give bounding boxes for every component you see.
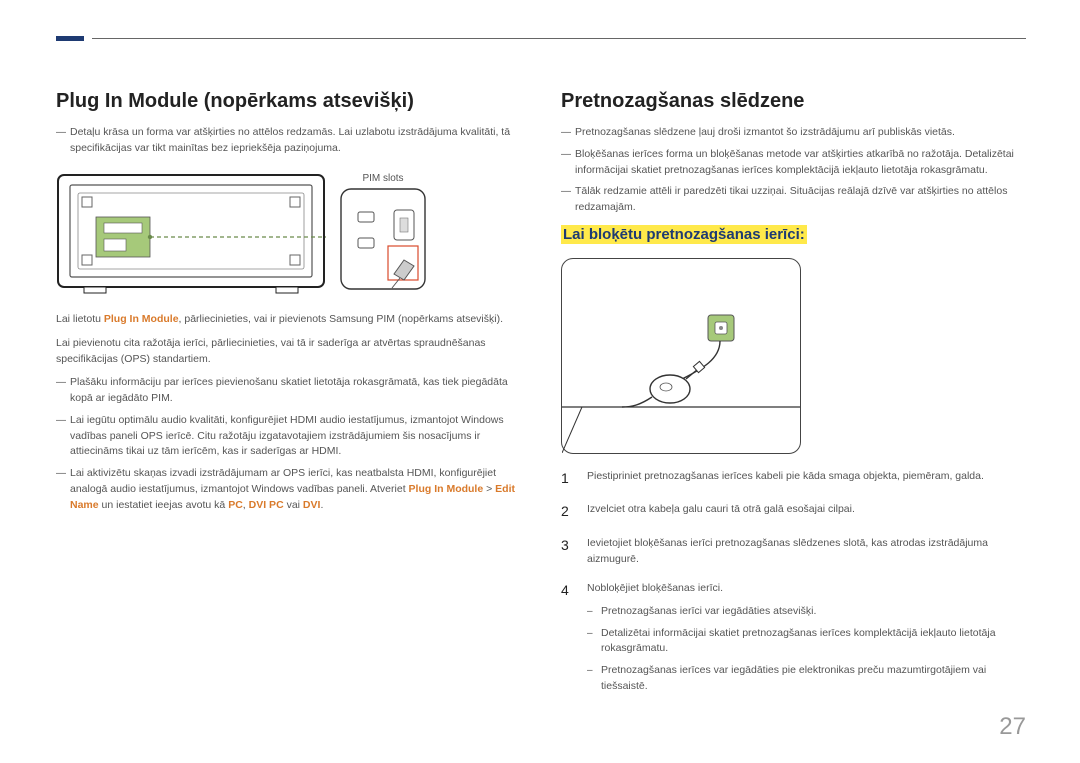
tv-back-illustration bbox=[56, 167, 326, 297]
t-orange: Plug In Module bbox=[409, 483, 484, 495]
step-1: 1 Piestipriniet pretnozagšanas ierīces ka… bbox=[561, 468, 1026, 490]
t-orange: DVI PC bbox=[249, 499, 284, 511]
t: un iestatiet ieejas avotu kā bbox=[99, 499, 229, 511]
lock-illustration bbox=[562, 259, 800, 453]
step-text: Piestipriniet pretnozagšanas ierīces kab… bbox=[587, 468, 984, 484]
step-num: 3 bbox=[561, 535, 575, 557]
step-text: Nobloķējiet bloķēšanas ierīci. bbox=[587, 582, 723, 594]
sub-1: Pretnozagšanas ierīci var iegādāties ats… bbox=[587, 604, 1026, 620]
left-column: Plug In Module (nopērkams atsevišķi) Det… bbox=[56, 90, 521, 713]
pim-slot-label: PIM slots bbox=[340, 173, 426, 184]
left-bullet-2: Lai iegūtu optimālu audio kvalitāti, kon… bbox=[56, 413, 521, 460]
horizontal-rule bbox=[92, 38, 1026, 39]
left-heading: Plug In Module (nopērkams atsevišķi) bbox=[56, 90, 521, 113]
t-orange: PC bbox=[228, 499, 243, 511]
left-bullets: Plašāku informāciju par ierīces pievieno… bbox=[56, 375, 521, 513]
t-orange: DVI bbox=[303, 499, 321, 511]
right-note-2: Bloķēšanas ierīces forma un bloķēšanas m… bbox=[561, 147, 1026, 179]
right-note-1: Pretnozagšanas slēdzene ļauj droši izman… bbox=[561, 125, 1026, 141]
t: > bbox=[483, 483, 495, 495]
lock-subheading: Lai bloķētu pretnozagšanas ierīci: bbox=[561, 225, 807, 244]
step-2: 2 Izvelciet otra kabeļa galu cauri tā otr… bbox=[561, 501, 1026, 523]
step-text: Izvelciet otra kabeļa galu cauri tā otrā… bbox=[587, 501, 855, 517]
plug-in-module-label: Plug In Module bbox=[104, 313, 179, 325]
step-3: 3 Ievietojiet bloķēšanas ierīci pretnozag… bbox=[561, 535, 1026, 568]
t: , pārliecinieties, vai ir pievienots Sam… bbox=[179, 313, 503, 325]
left-note-1: Detaļu krāsa un forma var atšķirties no … bbox=[56, 125, 521, 157]
step-4: 4 Nobloķējiet bloķēšanas ierīci. Pretnoz… bbox=[561, 580, 1026, 701]
t: Lai lietotu bbox=[56, 313, 104, 325]
lock-steps: 1 Piestipriniet pretnozagšanas ierīces ka… bbox=[561, 468, 1026, 701]
pim-detail-wrap: PIM slots bbox=[340, 173, 426, 290]
right-column: Pretnozagšanas slēdzene Pretnozagšanas s… bbox=[561, 90, 1026, 713]
pim-detail-illustration bbox=[340, 188, 426, 290]
accent-bar bbox=[56, 36, 84, 41]
lock-figure bbox=[561, 258, 801, 454]
right-notes: Pretnozagšanas slēdzene ļauj droši izman… bbox=[561, 125, 1026, 216]
left-top-note: Detaļu krāsa un forma var atšķirties no … bbox=[56, 125, 521, 157]
t: vai bbox=[284, 499, 303, 511]
pim-figure-row: PIM slots bbox=[56, 167, 521, 297]
step-num: 4 bbox=[561, 580, 575, 602]
step-num: 1 bbox=[561, 468, 575, 490]
right-note-3: Tālāk redzamie attēli ir paredzēti tikai… bbox=[561, 184, 1026, 216]
left-bullet-3: Lai aktivizētu skaņas izvadi izstrādājum… bbox=[56, 466, 521, 513]
columns: Plug In Module (nopērkams atsevišķi) Det… bbox=[56, 90, 1026, 713]
step-4-body: Nobloķējiet bloķēšanas ierīci. Pretnozag… bbox=[587, 580, 1026, 701]
sub-2: Detalizētai informācijai skatiet pretnoz… bbox=[587, 626, 1026, 658]
t: . bbox=[320, 499, 323, 511]
subheading-wrap: Lai bloķētu pretnozagšanas ierīci: bbox=[561, 226, 1026, 244]
step-num: 2 bbox=[561, 501, 575, 523]
left-para-1: Lai lietotu Plug In Module, pārlieciniet… bbox=[56, 311, 521, 327]
page-number: 27 bbox=[999, 713, 1026, 741]
step-text: Ievietojiet bloķēšanas ierīci pretnozagš… bbox=[587, 535, 1026, 568]
page: Plug In Module (nopērkams atsevišķi) Det… bbox=[0, 0, 1080, 763]
left-para-2: Lai pievienotu cita ražotāja ierīci, pār… bbox=[56, 335, 521, 368]
right-heading: Pretnozagšanas slēdzene bbox=[561, 90, 1026, 113]
left-bullet-1: Plašāku informāciju par ierīces pievieno… bbox=[56, 375, 521, 407]
step-4-subbullets: Pretnozagšanas ierīci var iegādāties ats… bbox=[587, 604, 1026, 695]
sub-3: Pretnozagšanas ierīces var iegādāties pi… bbox=[587, 663, 1026, 695]
